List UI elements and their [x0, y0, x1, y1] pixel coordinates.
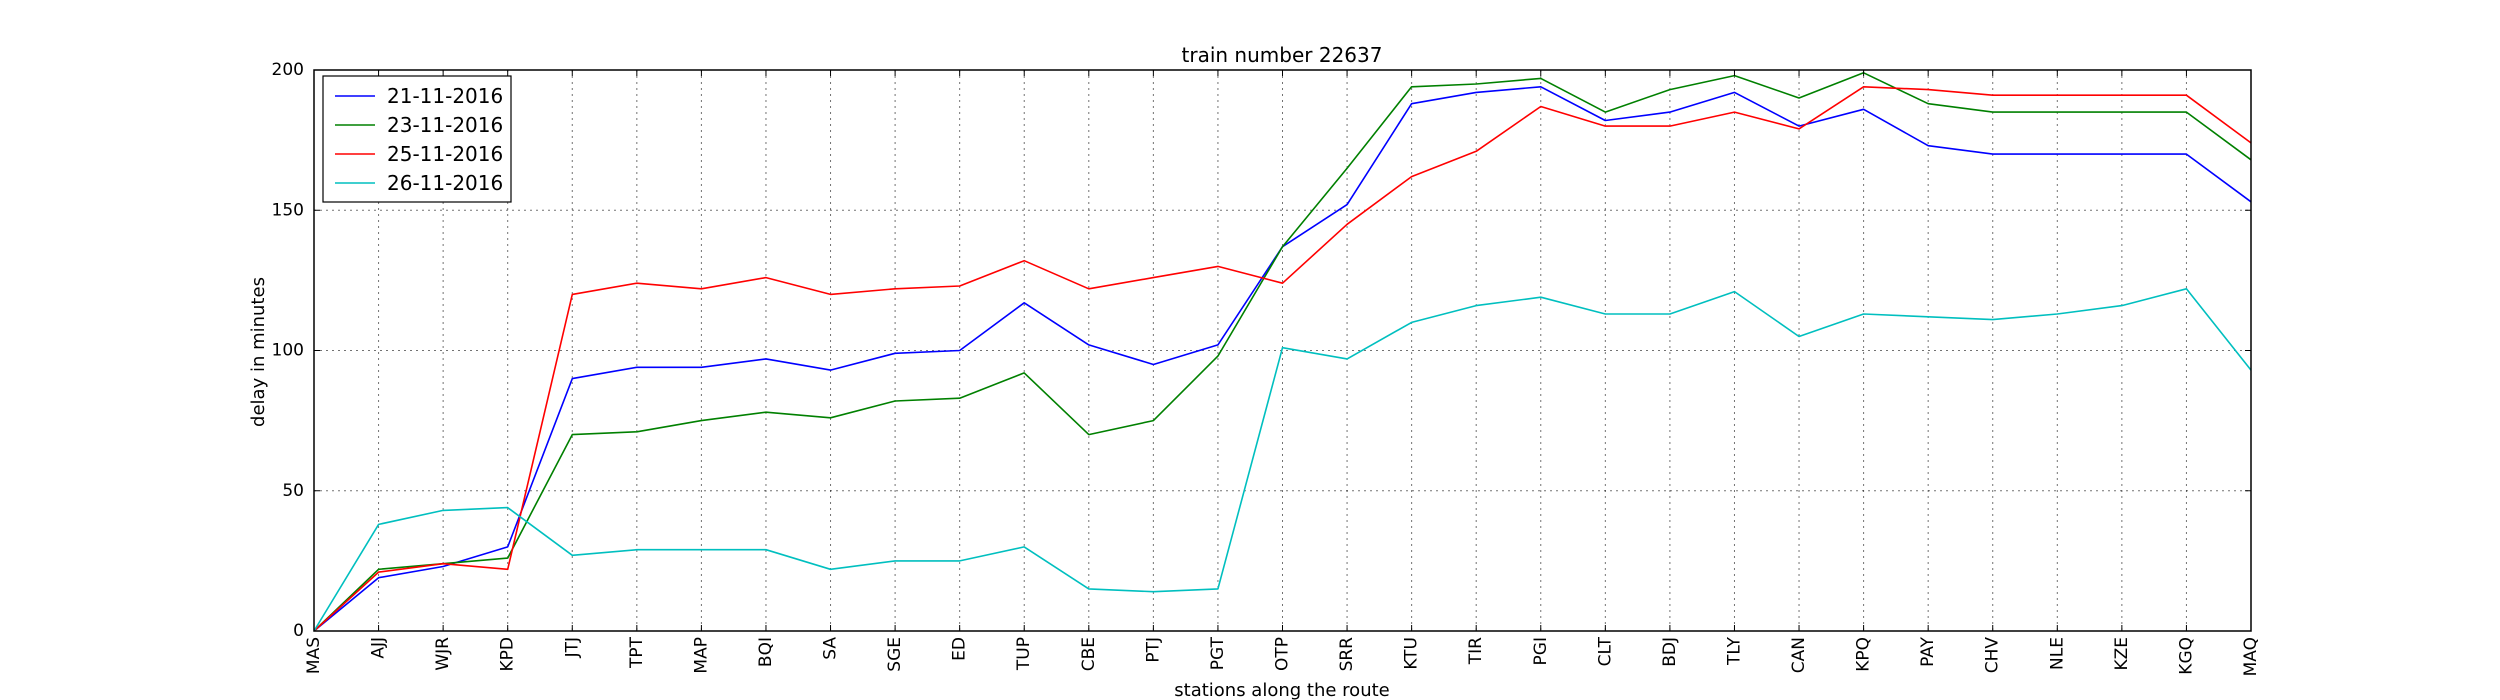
legend-label: 25-11-2016 — [387, 142, 503, 166]
x-tick-label: SRR — [1337, 637, 1357, 672]
x-tick-label: TIR — [1466, 637, 1486, 665]
x-tick-label: TLY — [1724, 636, 1744, 666]
series-line-2 — [313, 72, 2252, 632]
x-tick-label: AJJ — [369, 637, 389, 659]
x-tick-label: MAS — [304, 637, 324, 674]
x-tick-label: PGT — [1208, 636, 1228, 670]
x-tick-label: CHV — [1983, 637, 2003, 674]
series-line-3 — [313, 86, 2252, 632]
x-tick-label: SGE — [885, 637, 905, 672]
x-tick-label: KZE — [2112, 637, 2132, 671]
series-line-4 — [313, 287, 2252, 632]
x-tick-label: PTJ — [1143, 637, 1163, 663]
legend-label: 23-11-2016 — [387, 113, 503, 137]
x-tick-label: PAY — [1918, 636, 1938, 666]
x-tick-label: OTP — [1273, 637, 1293, 671]
x-tick-label: KPD — [498, 637, 518, 672]
x-tick-label: KPQ — [1854, 637, 1874, 672]
x-axis-title: stations along the route — [1174, 680, 1389, 700]
x-tick-label: SA — [821, 637, 841, 660]
x-tick-label: TPT — [627, 636, 647, 669]
series-layer — [313, 72, 2252, 632]
legend-label: 26-11-2016 — [387, 171, 503, 195]
chart-title: train number 22637 — [1182, 43, 1383, 67]
y-tick-label: 50 — [282, 481, 304, 501]
x-tick-label: KTU — [1402, 637, 1422, 670]
x-tick-label: TUP — [1014, 637, 1034, 671]
x-tick-label: PGI — [1531, 637, 1551, 665]
legend-box — [322, 75, 512, 203]
x-tick-label: NLE — [2047, 637, 2067, 670]
legend: 21-11-2016 23-11-2016 25-11-2016 26-11-2016 — [322, 75, 512, 203]
x-tick-label: BDJ — [1660, 637, 1680, 667]
x-tick-label: KGQ — [2176, 637, 2196, 675]
y-tick-label: 200 — [272, 60, 304, 80]
y-axis-title: delay in minutes — [248, 277, 269, 427]
tick-layer: MAS AJJ WJR KPD JTJ TPT MAP BQI SA SGE ED TUP CBE PTJ… — [272, 60, 2261, 676]
x-tick-label: MAP — [691, 637, 711, 674]
y-tick-label: 150 — [272, 200, 304, 220]
x-tick-label: BQI — [756, 637, 776, 667]
x-tick-label: MAQ — [2241, 637, 2261, 676]
y-tick-label: 0 — [293, 621, 304, 641]
y-tick-label: 100 — [272, 341, 304, 361]
x-tick-label: CAN — [1789, 637, 1809, 673]
x-tick-label: CBE — [1079, 637, 1099, 671]
legend-label: 21-11-2016 — [387, 84, 503, 108]
x-tick-label: CLT — [1595, 636, 1615, 666]
x-tick-label: WJR — [433, 637, 453, 671]
x-tick-label: JTJ — [562, 637, 582, 658]
grid-layer — [314, 70, 2251, 631]
x-tick-label: ED — [950, 637, 970, 661]
